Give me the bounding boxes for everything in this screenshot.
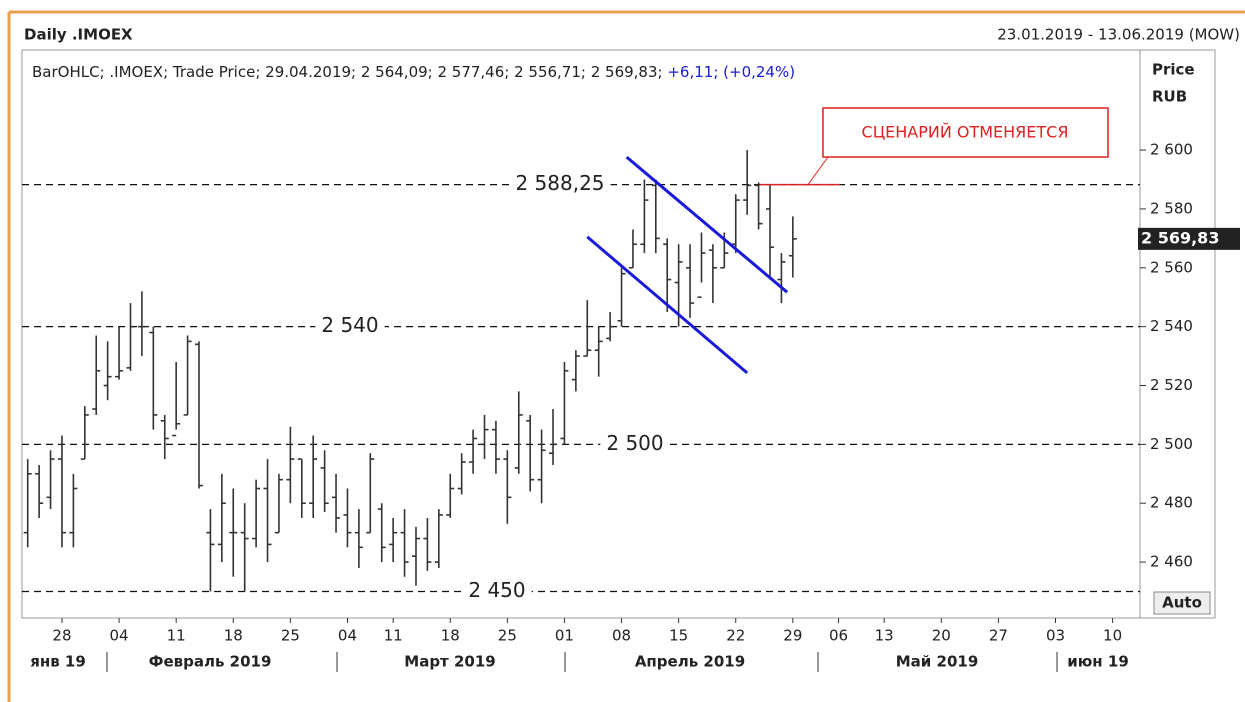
- level-label-bg: [509, 171, 611, 196]
- month-label: янв 19: [30, 653, 86, 671]
- x-tick-label: 25: [281, 627, 300, 645]
- level-label: 2 500: [606, 431, 663, 455]
- y-axis-unit: RUB: [1152, 88, 1187, 106]
- y-tick-label: 2 460: [1150, 553, 1193, 571]
- x-tick-label: 01: [555, 627, 574, 645]
- x-tick-label: 13: [875, 627, 894, 645]
- annotation-box: [822, 107, 1109, 158]
- trendline: [586, 235, 749, 374]
- y-tick-label: 2 520: [1150, 376, 1193, 394]
- x-tick-label: 25: [498, 627, 517, 645]
- month-label: Апрель 2019: [635, 653, 745, 671]
- month-label: Март 2019: [404, 653, 495, 671]
- level-label-bg: [462, 578, 532, 603]
- x-tick-label: 11: [167, 627, 186, 645]
- chart-title: Daily .IMOEX: [24, 26, 133, 44]
- info-line: BarOHLC; .IMOEX; Trade Price; 29.04.2019…: [32, 63, 795, 81]
- month-label: Май 2019: [896, 653, 979, 671]
- y-tick-label: 2 600: [1150, 141, 1193, 159]
- x-tick-label: 28: [52, 627, 71, 645]
- auto-button[interactable]: [1153, 591, 1211, 615]
- level-label: 2 450: [468, 578, 525, 602]
- x-tick-label: 04: [338, 627, 357, 645]
- last-price-box: [1138, 227, 1240, 250]
- y-tick-label: 2 500: [1150, 435, 1193, 453]
- y-axis-title: Price: [1152, 61, 1195, 79]
- x-tick-label: 08: [612, 627, 631, 645]
- info-change: +6,11; (+0,24%): [667, 63, 795, 81]
- x-tick-label: 22: [726, 627, 745, 645]
- x-tick-label: 04: [110, 627, 129, 645]
- auto-button-label[interactable]: Auto: [1162, 594, 1202, 612]
- y-tick-label: 2 480: [1150, 494, 1193, 512]
- level-label: 2 540: [321, 313, 378, 337]
- y-tick-label: 2 580: [1150, 199, 1193, 217]
- month-label: июн 19: [1067, 653, 1129, 671]
- x-tick-label: 10: [1103, 627, 1122, 645]
- month-label: Февраль 2019: [149, 653, 272, 671]
- x-tick-label: 15: [669, 627, 688, 645]
- x-tick-label: 03: [1046, 627, 1065, 645]
- x-tick-label: 06: [829, 627, 848, 645]
- axis-frame: [1139, 49, 1216, 619]
- x-tick-label: 29: [783, 627, 802, 645]
- date-range: 23.01.2019 - 13.06.2019 (MOW): [997, 26, 1240, 44]
- level-label-bg: [315, 313, 385, 338]
- x-tick-label: 18: [441, 627, 460, 645]
- trendline: [625, 155, 789, 294]
- annotation-text: СЦЕНАРИЙ ОТМЕНЯЕТСЯ: [862, 123, 1069, 142]
- x-tick-label: 18: [224, 627, 243, 645]
- info: BarOHLC; .IMOEX; Trade Price; 29.04.2019…: [32, 63, 663, 81]
- y-tick-label: 2 540: [1150, 317, 1193, 335]
- y-tick-label: 2 560: [1150, 258, 1193, 276]
- x-tick-label: 11: [384, 627, 403, 645]
- level-label: 2 588,25: [515, 171, 604, 195]
- level-label-bg: [600, 430, 670, 455]
- annotation-pointer: [807, 156, 829, 185]
- x-tick-label: 20: [932, 627, 951, 645]
- x-tick-label: 27: [989, 627, 1008, 645]
- last-price-label: 2 569,83: [1141, 228, 1219, 247]
